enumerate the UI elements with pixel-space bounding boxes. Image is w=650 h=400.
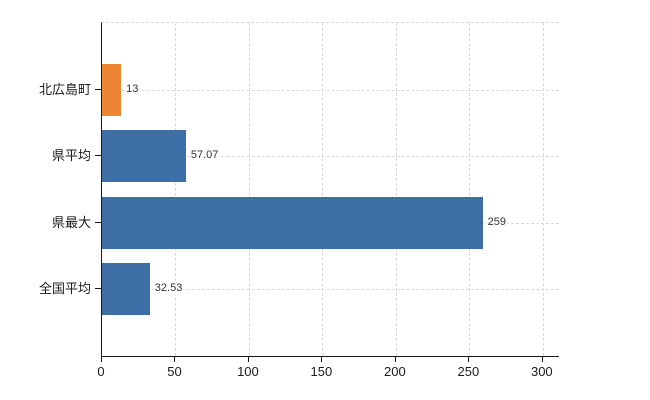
x-tick-label: 200 — [384, 364, 406, 379]
category-label: 県平均 — [51, 148, 91, 164]
bar-北広島町 — [102, 63, 122, 116]
y-tick — [95, 288, 101, 290]
x-tick — [541, 356, 543, 362]
x-gridline — [322, 23, 324, 356]
y-tick — [95, 221, 101, 223]
y-tick — [95, 155, 101, 157]
y-gridline — [102, 289, 559, 291]
bar-value-label: 259 — [486, 214, 507, 230]
x-tick — [394, 356, 396, 362]
x-tick-label: 100 — [237, 364, 259, 379]
category-label: 全国平均 — [38, 281, 91, 297]
bar-全国平均 — [102, 263, 150, 316]
x-tick — [321, 356, 323, 362]
x-tick-label: 150 — [310, 364, 333, 379]
x-tick-label: 50 — [167, 364, 182, 379]
bar-value-label: 57.07 — [189, 148, 220, 164]
x-gridline — [395, 23, 397, 356]
bar-県平均 — [102, 130, 186, 183]
x-gridline — [542, 23, 544, 356]
x-tick-label: 0 — [97, 364, 105, 379]
bar-value-label: 32.53 — [153, 281, 184, 297]
category-label: 北広島町 — [38, 81, 91, 97]
bar-県最大 — [102, 196, 483, 249]
x-tick — [468, 356, 470, 362]
x-gridline — [469, 23, 471, 356]
x-tick — [101, 356, 102, 362]
bar-value-label: 13 — [125, 81, 140, 97]
y-gridline — [102, 156, 559, 158]
x-gridline — [248, 23, 250, 356]
plot-area: 13 57.07 259 32.53 — [101, 22, 559, 357]
y-gridline — [102, 89, 559, 91]
y-tick — [95, 88, 101, 90]
x-tick — [247, 356, 249, 362]
x-tick-label: 300 — [530, 364, 553, 379]
category-label: 県最大 — [51, 214, 91, 230]
x-tick — [174, 356, 176, 362]
x-gridline — [175, 23, 177, 356]
x-tick-label: 250 — [457, 364, 480, 379]
